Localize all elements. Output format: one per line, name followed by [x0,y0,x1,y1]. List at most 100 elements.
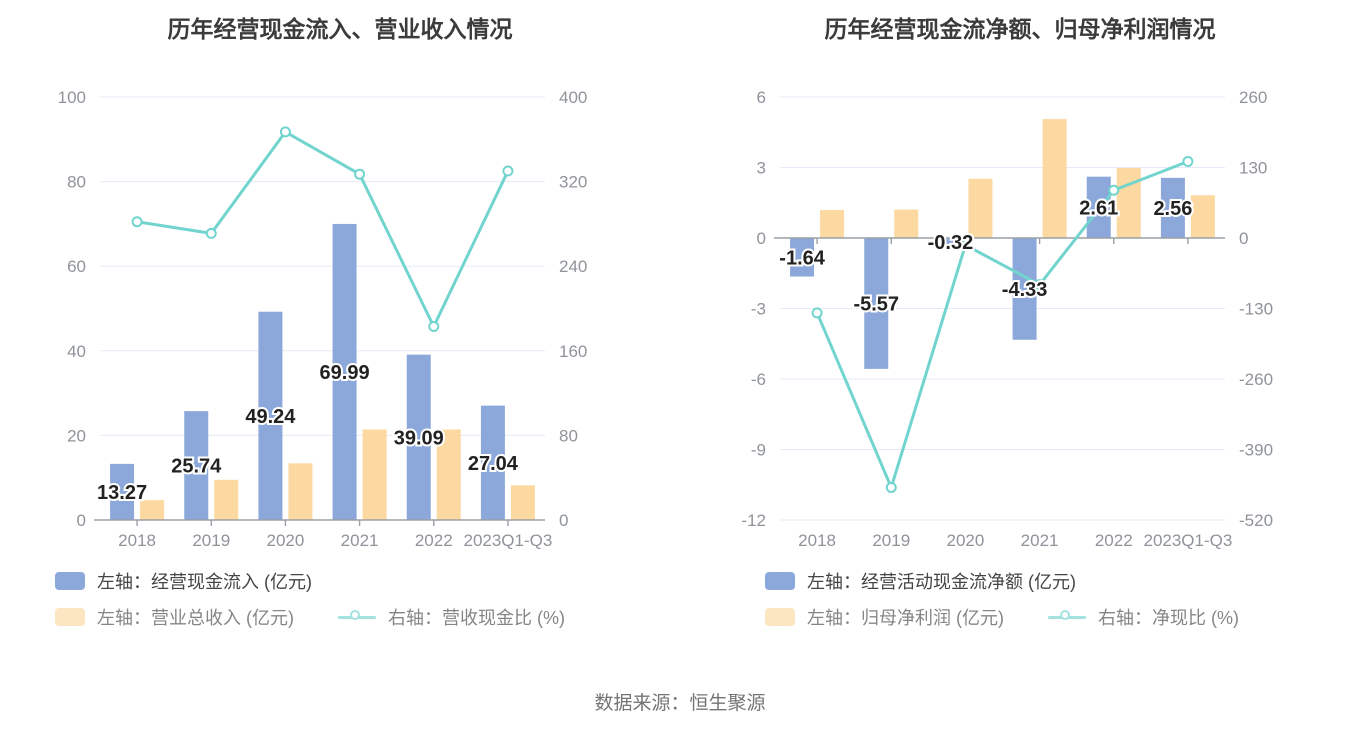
bar-swatch-icon [55,572,85,590]
chart-title: 历年经营现金流净额、归母净利润情况 [824,16,1216,42]
line-marker [502,165,514,177]
legend: 左轴：经营活动现金流净额 (亿元) 左轴：归母净利润 (亿元) 右轴：净现比 (… [765,570,1283,628]
left-axis-tick-label: -6 [751,370,766,389]
right-axis-tick-label: 160 [559,342,587,361]
data-label: -4.33 [1002,279,1048,301]
left-axis-tick-label: 100 [58,88,86,107]
bar-swatch-icon [55,608,85,626]
right-axis-tick-label: 320 [559,173,587,192]
bar [894,209,919,238]
line-marker [205,227,217,239]
bar [140,500,165,520]
x-axis-label: 2023Q1-Q3 [463,531,552,550]
legend-item-net-profit[interactable]: 左轴：归母净利润 (亿元) [765,604,1004,630]
legend-label: 左轴：归母净利润 (亿元) [807,608,1004,628]
x-axis-label: 2020 [267,531,305,550]
data-label: 25.74 [171,456,222,478]
data-label: 69.99 [320,362,370,384]
line-marker [131,216,143,228]
x-axis-label: 2019 [872,531,910,550]
bar [1116,167,1141,238]
legend-label: 右轴：净现比 (%) [1098,608,1239,628]
bar [790,238,815,277]
x-axis-label: 2022 [415,531,453,550]
left-axis-tick-label: -12 [741,511,766,530]
bar [214,479,239,520]
line-marker [959,239,971,251]
line-swatch-icon [338,608,376,626]
left-axis-tick-label: -9 [751,441,766,460]
data-label: -1.64 [779,247,825,269]
legend-item-cash-inflow[interactable]: 左轴：经营现金流入 (亿元) [55,568,312,594]
data-label: 13.27 [97,482,147,504]
right-axis-tick-label: 80 [559,426,578,445]
x-axis-label: 2022 [1095,531,1133,550]
line-dot-glyph [350,610,360,620]
legend-item-net-cash-ratio[interactable]: 右轴：净现比 (%) [1048,604,1239,630]
bar [1190,195,1215,238]
legend-label: 左轴：经营活动现金流净额 (亿元) [807,572,1076,592]
bar [258,311,283,520]
legend-item-cash-revenue-ratio[interactable]: 右轴：营收现金比 (%) [338,604,565,630]
data-label: 2.56 [1153,198,1192,220]
x-axis-label: 2021 [1021,531,1059,550]
chart-plot: 0 20 40 60 80 100 0 80 160 240 320 400 2018 2019 2020 2… [58,88,588,550]
data-label: 49.24 [245,406,296,428]
left-axis-tick-label: 60 [67,257,86,276]
right-axis-tick-label: -130 [1239,300,1273,319]
right-axis-tick-label: 0 [1239,229,1248,248]
bar [938,238,963,246]
legend-label: 左轴：营业总收入 (亿元) [97,608,294,628]
bar [1160,177,1185,238]
data-label: -5.57 [853,293,899,315]
line-marker [811,307,823,319]
legend-row-1: 左轴：经营现金流入 (亿元) [55,570,609,592]
line-series [815,160,1190,489]
legend-item-total-revenue[interactable]: 左轴：营业总收入 (亿元) [55,604,294,630]
right-axis-tick-label: 240 [559,257,587,276]
bar [480,405,505,520]
bar [1012,238,1037,340]
line-marker [1034,279,1046,291]
line-dot-glyph [1060,610,1070,620]
bar-swatch-icon [765,572,795,590]
data-label: 27.04 [468,453,519,475]
left-axis-tick-label: 6 [757,88,766,107]
x-axis-label: 2018 [118,531,156,550]
chart-plot: -12 -9 -6 -3 0 3 6 -520 -390 -260 -130 0 130 260 2018 2… [741,88,1273,550]
x-axis-label: 2023Q1-Q3 [1143,531,1232,550]
x-axis-label: 2020 [947,531,985,550]
legend-row-1: 左轴：经营活动现金流净额 (亿元) [765,570,1283,592]
left-axis-tick-label: -3 [751,300,766,319]
bar [820,210,845,238]
x-axis-label: 2018 [798,531,836,550]
bar [110,463,135,520]
left-axis-tick-label: 20 [67,426,86,445]
left-axis-tick-label: 80 [67,173,86,192]
line-marker [428,320,440,332]
x-axis-label: 2021 [341,531,379,550]
legend-label: 左轴：经营现金流入 (亿元) [97,572,312,592]
legend-item-net-cashflow[interactable]: 左轴：经营活动现金流净额 (亿元) [765,568,1076,594]
bar [968,178,993,238]
right-axis-tick-label: -390 [1239,441,1273,460]
bar [436,429,461,520]
x-axis-label: 2019 [192,531,230,550]
legend-label: 右轴：营收现金比 (%) [388,608,565,628]
right-axis-tick-label: -260 [1239,370,1273,389]
line-marker [885,481,897,493]
bar [510,485,535,520]
right-axis-tick-label: 130 [1239,159,1267,178]
cash-inflow-revenue-chart: 历年经营现金流入、营业收入情况 0 20 40 60 80 100 0 80 160 240 320… [0,0,680,665]
legend-row-2: 左轴：营业总收入 (亿元) 右轴：营收现金比 (%) [55,606,609,628]
data-label: 2.61 [1079,197,1118,219]
left-axis-tick-label: 0 [757,229,766,248]
right-axis-tick-label: 400 [559,88,587,107]
line-series [135,130,510,328]
left-axis-tick-label: 0 [77,511,86,530]
bar [1042,119,1067,238]
bar [184,411,209,520]
bar [406,354,431,520]
net-cashflow-profit-chart: 历年经营现金流净额、归母净利润情况 -12 -9 -6 -3 0 3 6 -520 -390 -2… [680,0,1360,665]
